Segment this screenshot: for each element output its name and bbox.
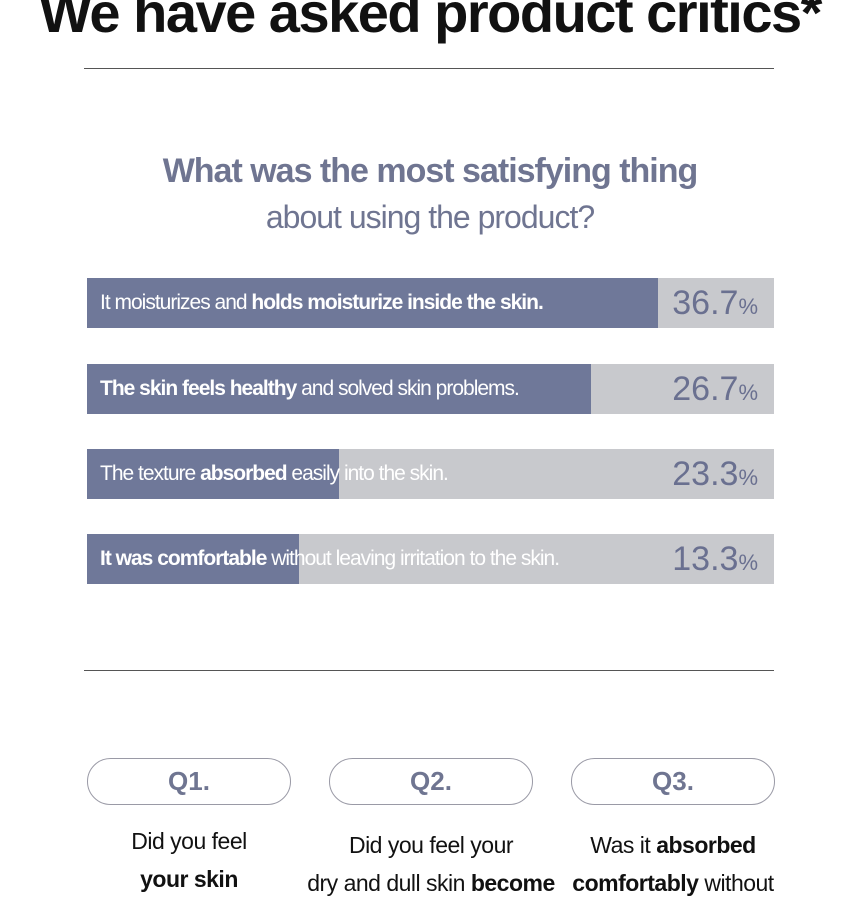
divider <box>84 670 774 671</box>
percent-unit: % <box>738 294 758 319</box>
answer-bar: It was comfortable without leaving irrit… <box>87 534 774 584</box>
survey-question-line1: What was the most satisfying thing <box>162 152 699 190</box>
bar-fill <box>87 364 591 414</box>
text-segment: absorbed <box>200 462 288 485</box>
text-segment: your skin <box>140 866 238 892</box>
text-segment: without <box>698 870 774 896</box>
text-segment: Did you feel <box>131 828 247 854</box>
answer-label: The texture absorbed easily into the ski… <box>100 449 449 499</box>
percent-value: 13.3 <box>672 540 739 578</box>
answer-bar: The skin feels healthy and solved skin p… <box>87 364 774 414</box>
question-pill-2: Q2. <box>329 758 533 805</box>
answer-label: It was comfortable without leaving irrit… <box>100 534 560 584</box>
page-title: We have asked product critics* <box>39 0 822 44</box>
percent-unit: % <box>738 550 758 575</box>
text-segment: without leaving irritation to the skin. <box>266 547 560 570</box>
bar-fill <box>87 278 658 328</box>
question-pill-3: Q3. <box>571 758 775 805</box>
survey-question-line2: about using the product? <box>265 199 595 235</box>
answer-bar: The texture absorbed easily into the ski… <box>87 449 774 499</box>
question-line: comfortably without <box>548 864 798 902</box>
question-line: your skin <box>64 860 314 898</box>
text-segment: and solved skin problems. <box>296 377 520 400</box>
answer-label: It moisturizes and holds moisturize insi… <box>100 278 544 328</box>
text-segment: It moisturizes and <box>100 291 252 314</box>
text-segment: Did you feel your <box>348 832 514 858</box>
text-segment: The skin feels healthy <box>100 377 297 400</box>
answer-label: The skin feels healthy and solved skin p… <box>100 364 520 414</box>
answer-percent: 13.3% <box>672 534 758 588</box>
text-segment: holds moisturize inside the skin. <box>251 291 543 314</box>
question-line: Did you feel <box>64 822 314 860</box>
answer-percent: 23.3% <box>672 449 758 503</box>
percent-value: 36.7 <box>672 284 739 322</box>
question-text: Did you feel your dry and dull skin becom… <box>306 826 556 902</box>
text-segment: dry and dull skin <box>307 870 471 896</box>
answer-bar: It moisturizes and holds moisturize insi… <box>87 278 774 328</box>
divider <box>84 68 774 69</box>
text-segment: Was it <box>590 832 657 858</box>
question-line: Was it absorbed <box>548 826 798 864</box>
text-segment: absorbed <box>656 832 756 858</box>
percent-unit: % <box>738 465 758 490</box>
question-line: Did you feel your <box>306 826 556 864</box>
question-pill-1: Q1. <box>87 758 291 805</box>
bar-fill <box>87 534 299 584</box>
question-text: Did you feel your skin <box>64 822 314 898</box>
text-segment: become <box>470 870 555 896</box>
text-segment: The texture <box>100 462 201 485</box>
question-line: dry and dull skin become <box>306 864 556 902</box>
answer-percent: 36.7% <box>672 278 758 332</box>
bar-fill <box>87 449 339 499</box>
percent-value: 23.3 <box>672 455 739 493</box>
percent-unit: % <box>738 380 758 405</box>
text-segment: comfortably <box>572 870 699 896</box>
text-segment: easily into the skin. <box>286 462 448 485</box>
text-segment: It was comfortable <box>100 547 267 570</box>
percent-value: 26.7 <box>672 370 739 408</box>
answer-percent: 26.7% <box>672 364 758 418</box>
question-text: Was it absorbed comfortably without <box>548 826 798 902</box>
